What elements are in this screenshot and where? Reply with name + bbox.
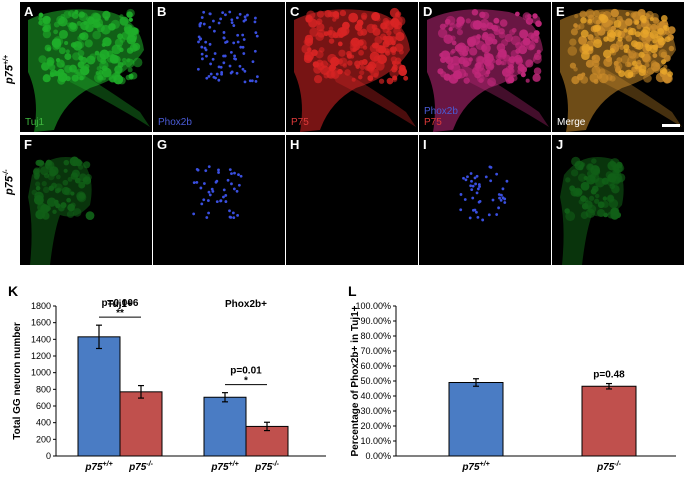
group-title: Phox2b+ [225, 299, 267, 310]
y-tick-label: 80.00% [360, 331, 391, 341]
x-tick-label: p75+/+ [84, 461, 112, 473]
stain-label: Merge [557, 117, 585, 128]
stain-name: Phox2b [158, 117, 192, 128]
bar [245, 425, 289, 457]
panel-letter: E [556, 4, 565, 19]
y-tick-label: 1600 [31, 318, 51, 328]
bar [448, 382, 504, 457]
p-value-label: p=0.48 [593, 370, 625, 381]
micrograph-panel-d: D Phox2b P75 [419, 2, 551, 132]
y-tick-label: 40.00% [360, 391, 391, 401]
y-tick-label: 600 [36, 401, 51, 411]
micrograph-panel-b: B Phox2b [153, 2, 285, 132]
y-tick-label: 1000 [31, 368, 51, 378]
panel-letter: L [348, 284, 357, 299]
y-tick-label: 0 [46, 451, 51, 461]
panel-letter: I [423, 137, 427, 152]
micrograph-panel-h: H [286, 135, 418, 265]
micrograph-image [427, 9, 549, 132]
micrograph-image [560, 156, 626, 265]
panel-letter: B [157, 4, 167, 19]
panel-letter: K [8, 284, 18, 299]
micrograph-panel-a: A Tuj1 [20, 2, 152, 132]
micrograph-image [28, 156, 95, 265]
panel-letter: H [290, 137, 300, 152]
bar [581, 385, 637, 457]
stain-label: Tuj1 [25, 117, 44, 128]
stain-name: Tuj1 [25, 117, 45, 128]
micrograph-panel-j: J [552, 135, 684, 265]
x-tick-label: p75+/+ [210, 461, 238, 473]
bar [77, 336, 121, 457]
stain-label: Phox2b P75 [424, 106, 458, 128]
p-value-label: p=0.01 [230, 366, 262, 377]
y-tick-label: 1400 [31, 334, 51, 344]
significance-stars: * [244, 376, 248, 387]
x-tick-label: p75-/- [596, 461, 622, 473]
micrograph-image [28, 8, 150, 132]
micrograph-image [294, 7, 416, 132]
y-tick-label: 400 [36, 418, 51, 428]
y-tick-label: 20.00% [360, 421, 391, 431]
y-tick-label: 90.00% [360, 316, 391, 326]
stain-name: Phox2b [424, 106, 458, 117]
panel-letter: G [157, 137, 168, 152]
stain-name: Merge [557, 117, 586, 128]
chart-k: K Total GG neuron number 0 200 400 600 800 1000… [0, 283, 340, 492]
y-tick-label: 70.00% [360, 346, 391, 356]
micrograph-image [192, 165, 243, 220]
stain-label: Phox2b [158, 117, 192, 128]
micrograph-image [459, 165, 509, 222]
chart-l: L Percentage of Phox2b+ in Tuj1+ 0.00% 10.0… [340, 283, 685, 492]
micrograph-panel-e: E Merge [552, 2, 684, 132]
x-tick-label: p75-/- [254, 461, 280, 473]
row-genotype-label: p75-/- [3, 169, 16, 195]
chart-k-svg: K Total GG neuron number 0 200 400 600 800 1000… [8, 283, 326, 473]
micrograph-image [560, 8, 682, 132]
y-axis-label: Percentage of Phox2b+ in Tuj1+ [350, 305, 361, 456]
stain-label: P75 [291, 117, 309, 128]
p-value-label: p=0.006 [102, 298, 139, 309]
y-tick-label: 100.00% [355, 301, 391, 311]
scale-bar [662, 124, 680, 127]
micrograph-panel-f: F [20, 135, 152, 265]
stain-name: P75 [291, 117, 309, 128]
y-tick-label: 50.00% [360, 376, 391, 386]
group-title: Tuj1+ [107, 299, 133, 310]
micrograph-image [196, 10, 259, 84]
bar [119, 391, 163, 457]
x-tick-label: p75-/- [128, 461, 154, 473]
y-axis-label: Total GG neuron number [12, 322, 23, 440]
bar [203, 396, 247, 457]
y-tick-label: 30.00% [360, 406, 391, 416]
panel-letter: C [290, 4, 300, 19]
panel-letter: J [556, 137, 564, 152]
panel-letter: A [24, 4, 34, 19]
y-tick-label: 1200 [31, 351, 51, 361]
x-tick-label: p75+/+ [461, 461, 489, 473]
y-tick-label: 10.00% [360, 436, 391, 446]
micrograph-panel-i: I [419, 135, 551, 265]
significance-stars: ** [116, 308, 124, 319]
row-genotype-label: p75+/+ [3, 54, 16, 84]
y-tick-label: 800 [36, 384, 51, 394]
panel-letter: D [423, 4, 433, 19]
micrograph-image [286, 135, 418, 265]
panel-letter: F [24, 137, 32, 152]
micrograph-panel-g: G [153, 135, 285, 265]
y-tick-label: 200 [36, 434, 51, 444]
y-tick-label: 60.00% [360, 361, 391, 371]
y-tick-label: 0.00% [365, 451, 391, 461]
chart-l-svg: L Percentage of Phox2b+ in Tuj1+ 0.00% 10.0… [348, 283, 676, 473]
stain-name: P75 [424, 117, 442, 128]
y-tick-label: 1800 [31, 301, 51, 311]
micrograph-panel-c: C P75 [286, 2, 418, 132]
